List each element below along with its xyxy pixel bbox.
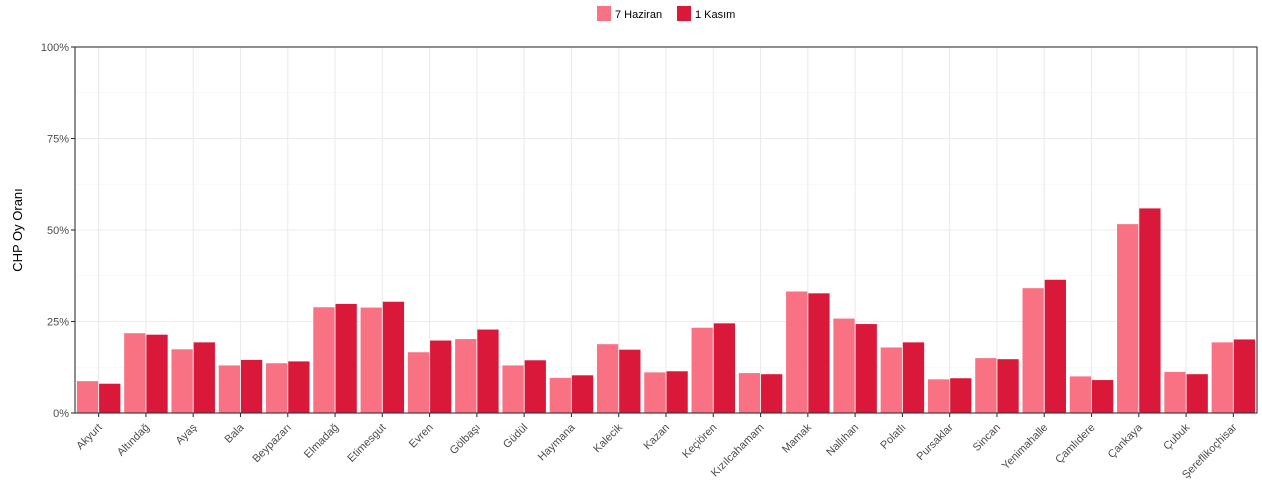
x-tick-label: Yenimahalle (1000, 422, 1051, 473)
legend-label-1-kasim: 1 Kasım (695, 9, 735, 21)
y-tick-label: 75% (47, 134, 69, 146)
bar-7-haziran (1117, 224, 1139, 413)
bar-7-haziran (927, 379, 950, 413)
bar-1-kasim (477, 329, 499, 413)
bar-7-haziran (549, 377, 571, 413)
bar-1-kasim (1091, 380, 1114, 413)
y-tick-label: 100% (41, 42, 69, 54)
bar-1-kasim (288, 361, 310, 413)
bar-7-haziran (833, 318, 855, 413)
x-tick-label: Keçiören (680, 422, 719, 461)
bar-1-kasim (1233, 339, 1256, 413)
x-tick-label: Sincan (971, 422, 1003, 454)
bar-7-haziran (1164, 372, 1186, 413)
bar-1-kasim (713, 323, 736, 413)
bar-1-kasim (524, 360, 546, 413)
bar-1-kasim (571, 375, 594, 413)
bar-7-haziran (266, 363, 288, 413)
gridlines (75, 46, 1257, 414)
bar-1-kasim (1186, 374, 1208, 413)
x-tick-label: Haymana (536, 421, 578, 463)
bar-7-haziran (502, 365, 524, 413)
legend-label-7-haziran: 7 Haziran (615, 9, 662, 21)
bar-7-haziran (691, 327, 713, 413)
x-tick-label: Bala (223, 421, 248, 446)
y-tick-label: 50% (47, 225, 69, 237)
x-tick-label: Mamak (780, 421, 814, 455)
bar-7-haziran (738, 373, 761, 413)
bar-7-haziran (171, 349, 193, 413)
bar-7-haziran (880, 347, 902, 413)
bar-7-haziran (124, 333, 146, 413)
bars (76, 208, 1256, 413)
y-axis: 0% 25% 50% 75% 100% (41, 42, 75, 420)
bar-7-haziran (786, 291, 808, 413)
y-tick-label: 25% (47, 317, 69, 329)
x-tick-label: Nallıhan (824, 422, 861, 459)
x-tick-label: Çubuk (1161, 421, 1192, 452)
legend: 7 Haziran 1 Kasım (597, 6, 735, 21)
bar-7-haziran (360, 307, 382, 413)
bar-1-kasim (950, 378, 972, 413)
bar-7-haziran (975, 358, 997, 413)
x-tick-label: Altındağ (115, 422, 152, 459)
x-tick-label: Kazan (642, 422, 673, 453)
bar-1-kasim (1044, 279, 1066, 413)
bar-7-haziran (1211, 342, 1233, 413)
bar-1-kasim (99, 383, 121, 413)
x-tick-label: Pursaklar (914, 421, 956, 463)
x-tick-label: Etimesgut (345, 422, 388, 465)
bar-1-kasim (808, 293, 830, 413)
bar-1-kasim (193, 342, 215, 413)
bar-7-haziran (76, 381, 99, 413)
x-tick-label: Gölbaşı (448, 422, 483, 457)
bar-7-haziran (1022, 288, 1044, 413)
bar-1-kasim (855, 324, 877, 413)
bar-1-kasim (997, 359, 1019, 413)
bar-7-haziran (596, 344, 619, 413)
bar-7-haziran (407, 352, 430, 413)
bar-1-kasim (430, 340, 452, 413)
x-axis: Akyurt Altındağ Ayaş Bala Beypazarı Elmadağ Et… (74, 413, 1240, 481)
x-tick-label: Elmadağ (302, 422, 341, 461)
bar-1-kasim (902, 342, 925, 413)
bar-7-haziran (218, 365, 241, 413)
x-tick-label: Akyurt (74, 422, 105, 453)
bar-1-kasim (761, 374, 783, 413)
bar-1-kasim (619, 349, 641, 413)
bar-7-haziran (1069, 376, 1092, 413)
bar-1-kasim (146, 334, 168, 413)
x-tick-label: Beypazarı (250, 422, 294, 466)
bar-1-kasim (240, 359, 263, 413)
bar-1-kasim (382, 301, 405, 413)
bar-1-kasim (1139, 208, 1161, 413)
bar-1-kasim (666, 371, 688, 413)
x-tick-label: Çankaya (1106, 421, 1146, 461)
x-tick-label: Evren (407, 422, 436, 451)
legend-swatch-7-haziran (597, 6, 611, 21)
x-tick-label: Kalecik (591, 421, 625, 455)
bar-7-haziran (313, 307, 335, 413)
x-tick-label: Ayaş (174, 421, 200, 447)
x-tick-label: Çamlıdere (1053, 422, 1097, 466)
y-tick-label: 0% (53, 408, 69, 420)
bar-7-haziran (644, 372, 666, 413)
x-tick-label: Güdül (501, 422, 530, 451)
y-axis-title: CHP Oy Oranı (10, 188, 25, 272)
x-tick-label: Polatlı (878, 422, 908, 452)
bar-1-kasim (335, 303, 357, 413)
bar-7-haziran (455, 339, 477, 413)
legend-swatch-1-kasim (677, 6, 691, 21)
